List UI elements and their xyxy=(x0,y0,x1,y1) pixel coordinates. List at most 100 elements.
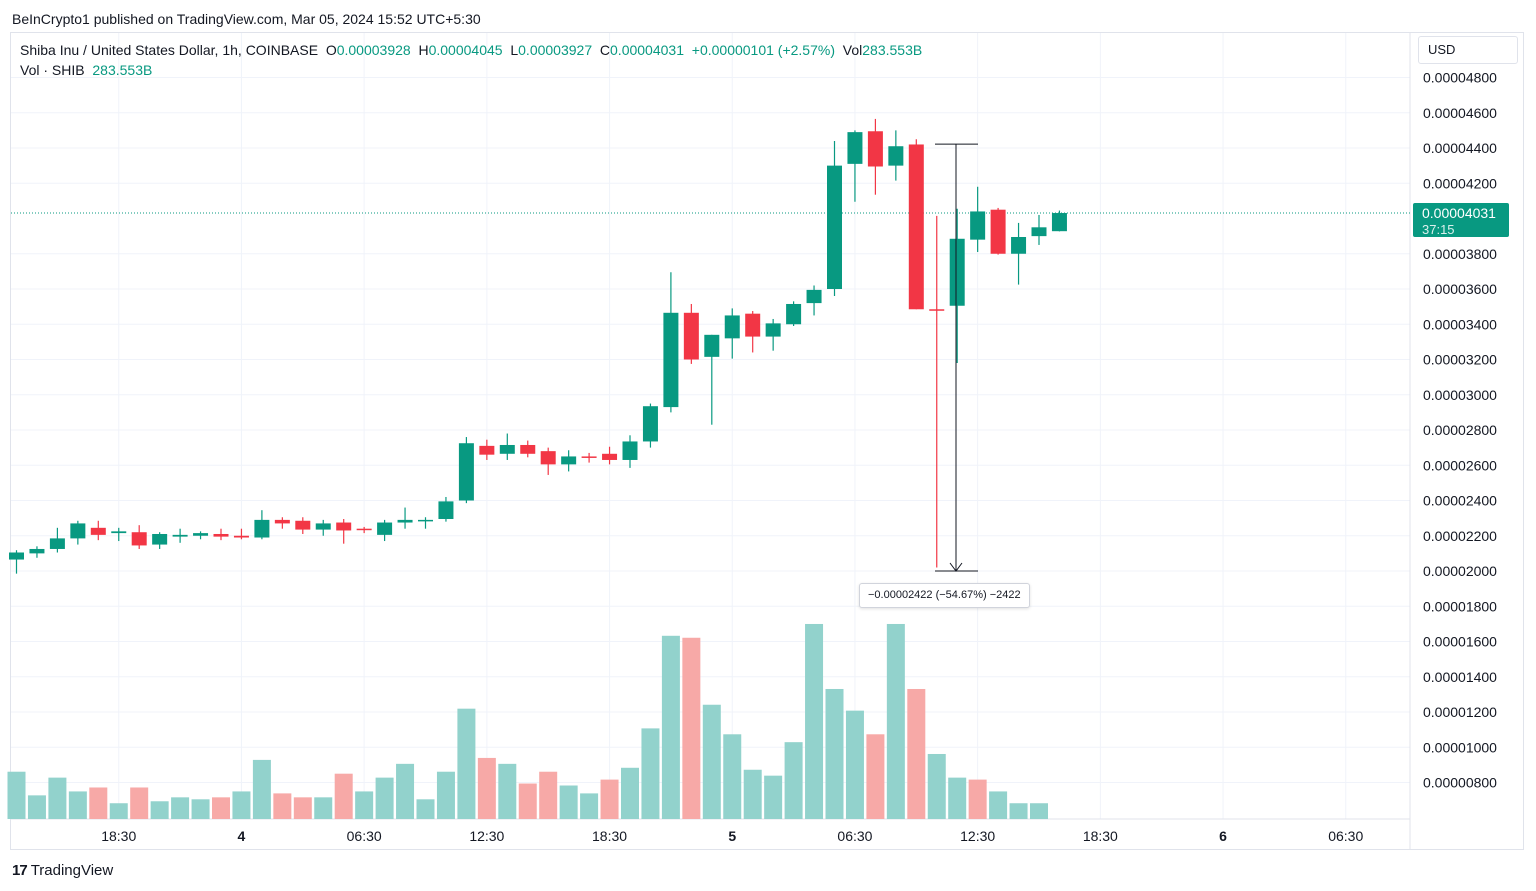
candle-body xyxy=(172,534,188,537)
measure-arrow-head xyxy=(949,562,963,572)
candle-body xyxy=(683,312,699,360)
candle-body xyxy=(418,519,433,522)
volume-indicator-label[interactable]: Vol · SHIB xyxy=(20,62,85,78)
chart-frame xyxy=(10,32,1524,850)
volume-bar xyxy=(989,791,1008,819)
volume-bar xyxy=(784,742,803,819)
candle-body xyxy=(949,238,965,306)
candle-body xyxy=(806,289,822,304)
symbol-title[interactable]: Shiba Inu / United States Dollar, 1h, CO… xyxy=(20,42,319,58)
y-tick-label: 0.00004400 xyxy=(1423,140,1497,156)
candle-body xyxy=(438,501,454,520)
footer-brand[interactable]: 17 TradingView xyxy=(12,862,113,879)
low-label: L xyxy=(510,42,519,58)
volume-bar xyxy=(457,708,476,819)
candle-body xyxy=(29,548,45,554)
y-tick-label: 0.00001400 xyxy=(1423,669,1497,685)
volume-bar xyxy=(743,769,762,819)
volume-indicator-value: 283.553B xyxy=(92,62,153,78)
close-value: 0.00004031 xyxy=(610,42,684,58)
candle-body xyxy=(295,520,311,530)
candle-body xyxy=(336,522,352,531)
volume-bar xyxy=(498,763,517,819)
y-tick-label: 0.00003800 xyxy=(1423,246,1497,262)
candle-body xyxy=(867,131,883,167)
candle-body xyxy=(233,535,249,538)
y-tick-label: 0.00001800 xyxy=(1423,598,1497,614)
candle-body xyxy=(663,312,679,408)
publisher-line: BeInCrypto1 published on TradingView.com… xyxy=(12,11,481,27)
candle-body xyxy=(642,406,658,442)
volume-bar xyxy=(191,799,210,819)
volume-bar xyxy=(130,787,149,819)
candle-body xyxy=(458,443,474,501)
ohlc-legend: Shiba Inu / United States Dollar, 1h, CO… xyxy=(20,42,922,58)
y-tick-label: 0.00000800 xyxy=(1423,775,1497,791)
open-label: O xyxy=(325,42,337,58)
candle-body xyxy=(704,334,720,357)
candle-body xyxy=(827,165,842,289)
candle-body xyxy=(254,519,270,538)
last-price-tag: 0.00004031 37:15 xyxy=(1413,203,1509,237)
currency-selector[interactable]: USD xyxy=(1418,36,1518,64)
candle-body xyxy=(213,533,229,537)
volume-bar xyxy=(7,771,26,819)
tradingview-logo-icon: 17 xyxy=(12,862,28,879)
candle-body xyxy=(49,538,65,549)
volume-bar xyxy=(825,688,844,819)
volume-bar xyxy=(580,793,599,819)
volume-bar xyxy=(764,775,783,819)
volume-bar xyxy=(68,791,87,819)
candle-body xyxy=(499,444,515,454)
volume-value: 283.553B xyxy=(862,42,923,58)
volume-bar xyxy=(600,779,619,819)
candle-body xyxy=(888,146,904,166)
candle-body xyxy=(622,441,638,460)
volume-bar xyxy=(334,773,353,819)
volume-bar xyxy=(805,623,824,819)
volume-bar xyxy=(682,637,701,819)
candle-body xyxy=(520,444,536,454)
y-tick-label: 0.00004200 xyxy=(1423,175,1497,191)
candle-body xyxy=(561,456,577,465)
x-tick-label: 18:30 xyxy=(1083,828,1118,844)
volume-bar xyxy=(948,777,967,819)
candle-body xyxy=(990,209,1006,254)
footer-brand-name: TradingView xyxy=(30,862,114,879)
x-tick-label: 12:30 xyxy=(469,828,504,844)
candle-body xyxy=(131,532,147,546)
candle-body xyxy=(929,309,945,311)
volume-bar xyxy=(927,753,946,819)
volume-bar xyxy=(89,787,108,819)
volume-bar xyxy=(396,763,415,819)
x-tick-label: 12:30 xyxy=(960,828,995,844)
y-tick-label: 0.00003000 xyxy=(1423,387,1497,403)
volume-bar xyxy=(968,779,987,819)
candle-body xyxy=(111,531,127,534)
candle-body xyxy=(908,144,924,310)
candle-body xyxy=(90,527,106,535)
volume-bar xyxy=(1030,803,1048,819)
measure-tool-label: −0.00002422 (−54.67%) −2422 xyxy=(859,583,1030,608)
candle-body xyxy=(152,533,168,545)
y-tick-label: 0.00003600 xyxy=(1423,281,1497,297)
volume-bar xyxy=(375,777,394,819)
last-price-value: 0.00004031 xyxy=(1422,205,1496,221)
volume-bar xyxy=(518,783,537,819)
candle-body xyxy=(315,523,331,530)
candle-body xyxy=(724,315,740,339)
high-value: 0.00004045 xyxy=(428,42,503,58)
volume-bar xyxy=(27,795,46,819)
x-tick-label: 4 xyxy=(238,828,246,844)
volume-bar xyxy=(171,797,190,819)
volume-bar xyxy=(48,777,67,819)
volume-bar xyxy=(723,734,742,819)
x-tick-label: 06:30 xyxy=(837,828,872,844)
candle-body xyxy=(397,519,413,523)
y-tick-label: 0.00001200 xyxy=(1423,704,1497,720)
volume-bar xyxy=(355,791,374,819)
candle-body xyxy=(377,522,393,535)
candle-body xyxy=(847,132,863,164)
y-tick-label: 0.00001600 xyxy=(1423,634,1497,650)
